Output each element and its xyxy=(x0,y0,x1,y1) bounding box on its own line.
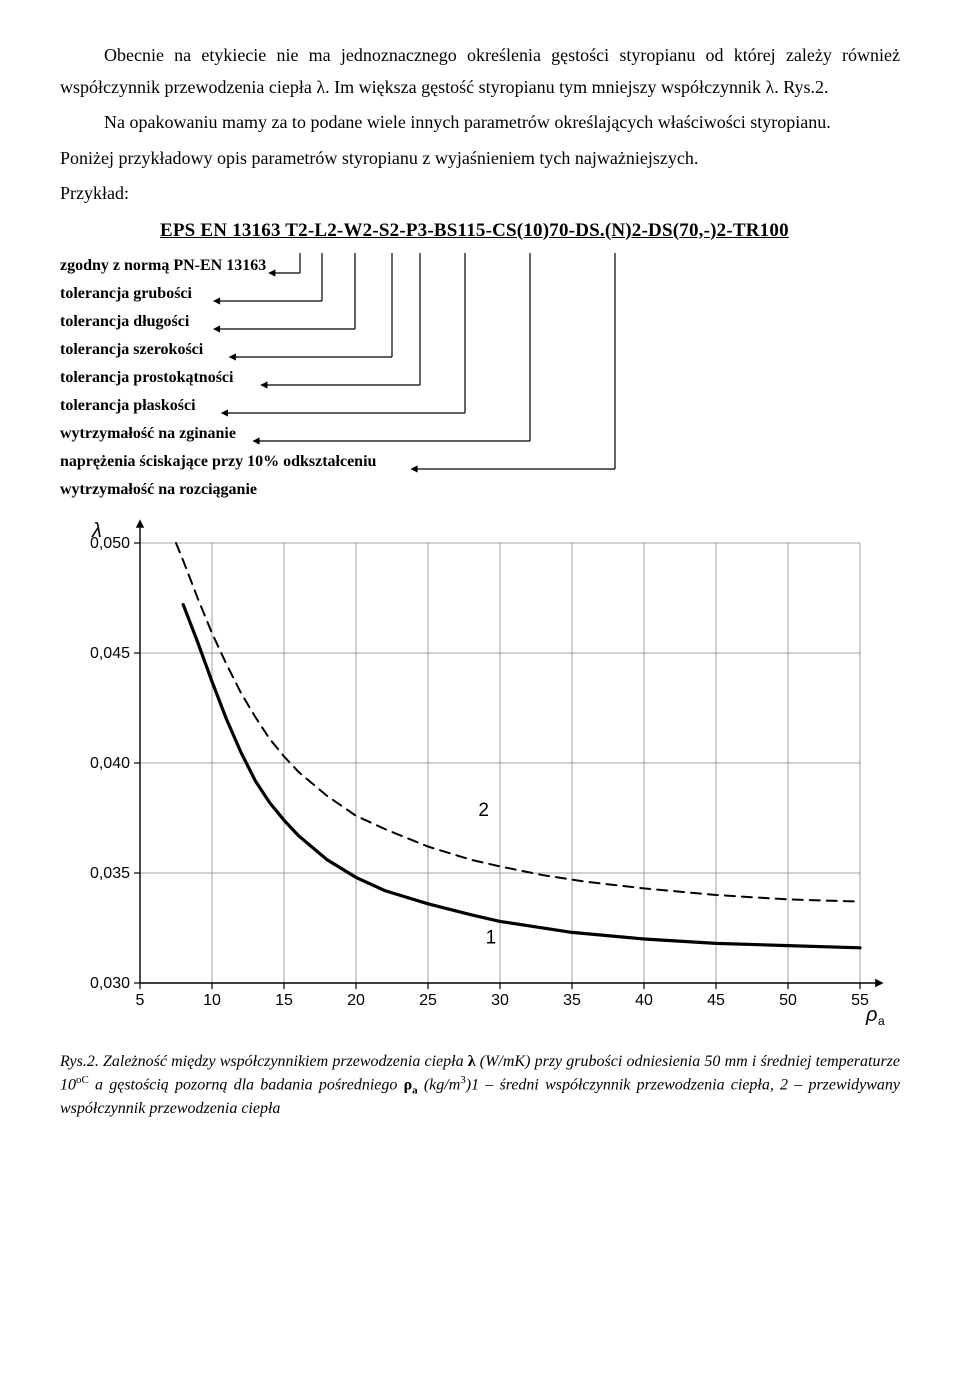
svg-text:40: 40 xyxy=(635,992,653,1009)
svg-text:0,035: 0,035 xyxy=(90,865,130,882)
svg-text:0,040: 0,040 xyxy=(90,755,130,772)
chart-svg: 5101520253035404550550,0300,0350,0400,04… xyxy=(60,513,890,1033)
callout-diagram: zgodny z normą PN-EN 13163tolerancja gru… xyxy=(60,253,900,513)
svg-text:2: 2 xyxy=(478,800,489,821)
callout-text: wytrzymałość na rozciąganie xyxy=(60,476,257,505)
svg-text:ρ: ρ xyxy=(865,1004,877,1026)
svg-text:35: 35 xyxy=(563,992,581,1009)
chart-caption: Rys.2. Zależność między współczynnikiem … xyxy=(60,1051,900,1120)
svg-text:15: 15 xyxy=(275,992,293,1009)
lambda-chart: 5101520253035404550550,0300,0350,0400,04… xyxy=(60,513,900,1044)
paragraph-3: Poniżej przykładowy opis parametrów styr… xyxy=(60,143,900,175)
callout-label: tolerancja grubości xyxy=(60,281,900,309)
callout-label: tolerancja płaskości xyxy=(60,393,900,421)
callout-label: naprężenia ściskające przy 10% odkształc… xyxy=(60,449,900,477)
eps-code-line: EPS EN 13163 T2-L2-W2-S2-P3-BS115-CS(10)… xyxy=(160,214,900,247)
callout-text: tolerancja długości xyxy=(60,308,189,337)
callout-label: tolerancja szerokości xyxy=(60,337,900,365)
callout-label: zgodny z normą PN-EN 13163 xyxy=(60,253,900,281)
svg-text:20: 20 xyxy=(347,992,365,1009)
svg-text:25: 25 xyxy=(419,992,437,1009)
callout-text: tolerancja prostokątności xyxy=(60,364,233,393)
callout-text: tolerancja grubości xyxy=(60,280,192,309)
paragraph-4: Przykład: xyxy=(60,178,900,210)
callout-text: tolerancja szerokości xyxy=(60,336,203,365)
svg-text:10: 10 xyxy=(203,992,221,1009)
callout-label: tolerancja długości xyxy=(60,309,900,337)
callout-text: zgodny z normą PN-EN 13163 xyxy=(60,252,266,281)
svg-text:30: 30 xyxy=(491,992,509,1009)
svg-text:5: 5 xyxy=(136,992,145,1009)
callout-label: wytrzymałość na zginanie xyxy=(60,421,900,449)
paragraph-2: Na opakowaniu mamy za to podane wiele in… xyxy=(60,107,900,139)
svg-text:0,045: 0,045 xyxy=(90,645,130,662)
svg-text:50: 50 xyxy=(779,992,797,1009)
paragraph-1: Obecnie na etykiecie nie ma jednoznaczne… xyxy=(60,40,900,103)
callout-text: tolerancja płaskości xyxy=(60,392,196,421)
svg-text:a: a xyxy=(878,1014,885,1028)
svg-text:1: 1 xyxy=(486,927,497,948)
callout-label: tolerancja prostokątności xyxy=(60,365,900,393)
callout-label: wytrzymałość na rozciąganie xyxy=(60,477,900,505)
svg-text:0,030: 0,030 xyxy=(90,975,130,992)
svg-text:45: 45 xyxy=(707,992,725,1009)
callout-text: wytrzymałość na zginanie xyxy=(60,420,236,449)
callout-text: naprężenia ściskające przy 10% odkształc… xyxy=(60,448,376,477)
